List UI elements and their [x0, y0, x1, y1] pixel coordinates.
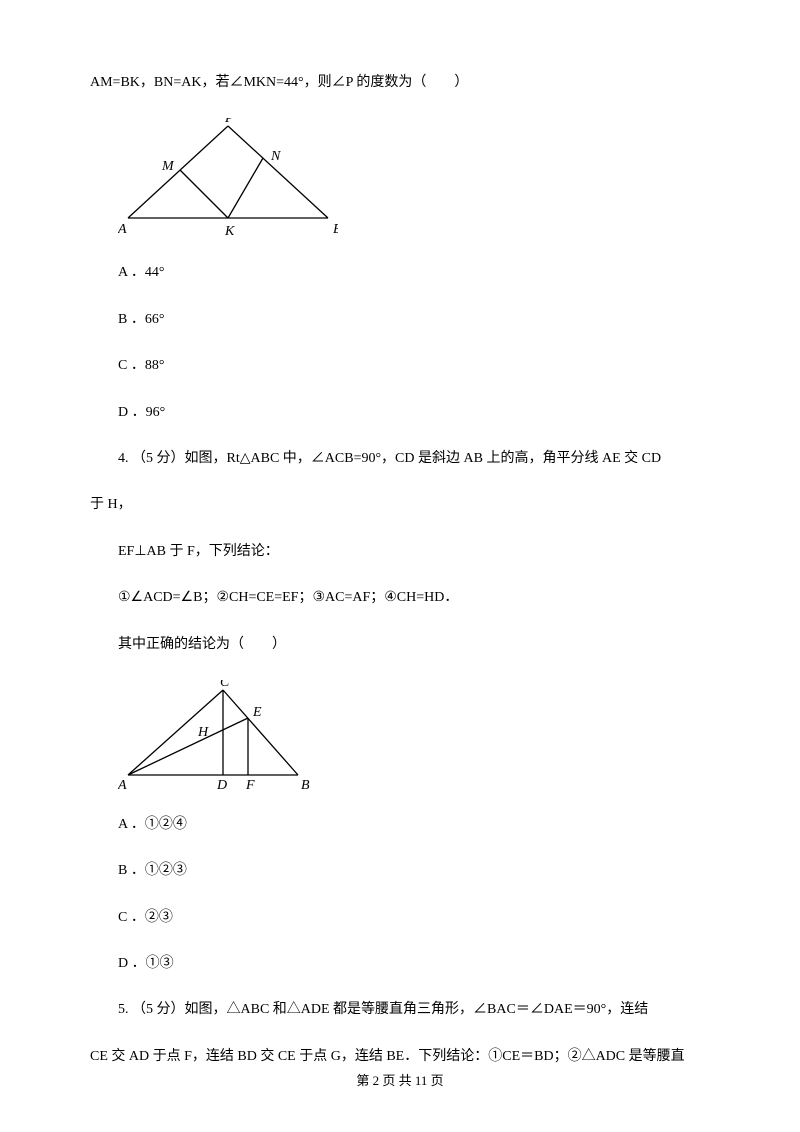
- q5-stem-line1: 5. （5 分）如图，△ABC 和△ADE 都是等腰直角三角形，∠BAC＝∠DA…: [90, 999, 710, 1021]
- q3-figure: A B K P M N: [118, 118, 710, 238]
- q4-option-b: B ．①②③: [90, 860, 710, 882]
- q3-prefix: AM=BK，BN=AK，若∠MKN=44°，则∠P 的度数为（ ）: [90, 72, 710, 94]
- svg-text:B: B: [333, 222, 338, 237]
- q3-option-a: A ．44°: [90, 262, 710, 284]
- q3-diagram: A B K P M N: [118, 118, 338, 238]
- q3-option-b: B ．66°: [90, 309, 710, 331]
- svg-text:D: D: [216, 778, 227, 790]
- svg-text:C: C: [220, 680, 230, 690]
- svg-text:K: K: [224, 224, 235, 238]
- svg-text:A: A: [118, 778, 127, 790]
- svg-text:N: N: [270, 149, 281, 164]
- svg-text:E: E: [252, 705, 262, 720]
- q4-diagram: A B C D F E H: [118, 680, 318, 790]
- svg-text:M: M: [161, 159, 175, 174]
- svg-text:B: B: [301, 778, 310, 790]
- svg-text:F: F: [245, 778, 255, 790]
- q4-stem-line4: ①∠ACD=∠B；②CH=CE=EF；③AC=AF；④CH=HD．: [90, 587, 710, 609]
- q4-stem-line2: 于 H，: [90, 494, 710, 516]
- q4-stem-line1: 4. （5 分）如图，Rt△ABC 中，∠ACB=90°，CD 是斜边 AB 上…: [90, 448, 710, 470]
- q4-option-d: D ．①③: [90, 953, 710, 975]
- q3-option-d: D ．96°: [90, 402, 710, 424]
- q3-option-c: C ．88°: [90, 355, 710, 377]
- q4-option-a: A ．①②④: [90, 814, 710, 836]
- svg-text:P: P: [224, 118, 234, 126]
- q4-stem-line3: EF⊥AB 于 F，下列结论：: [90, 541, 710, 563]
- svg-text:H: H: [197, 725, 209, 740]
- q5-stem-line2: CE 交 AD 于点 F，连结 BD 交 CE 于点 G，连结 BE．下列结论：…: [90, 1046, 710, 1068]
- page-footer: 第 2 页 共 11 页: [0, 1071, 800, 1092]
- q4-figure: A B C D F E H: [118, 680, 710, 790]
- q4-stem-line5: 其中正确的结论为（ ）: [90, 634, 710, 656]
- q4-option-c: C ．②③: [90, 907, 710, 929]
- svg-text:A: A: [118, 222, 127, 237]
